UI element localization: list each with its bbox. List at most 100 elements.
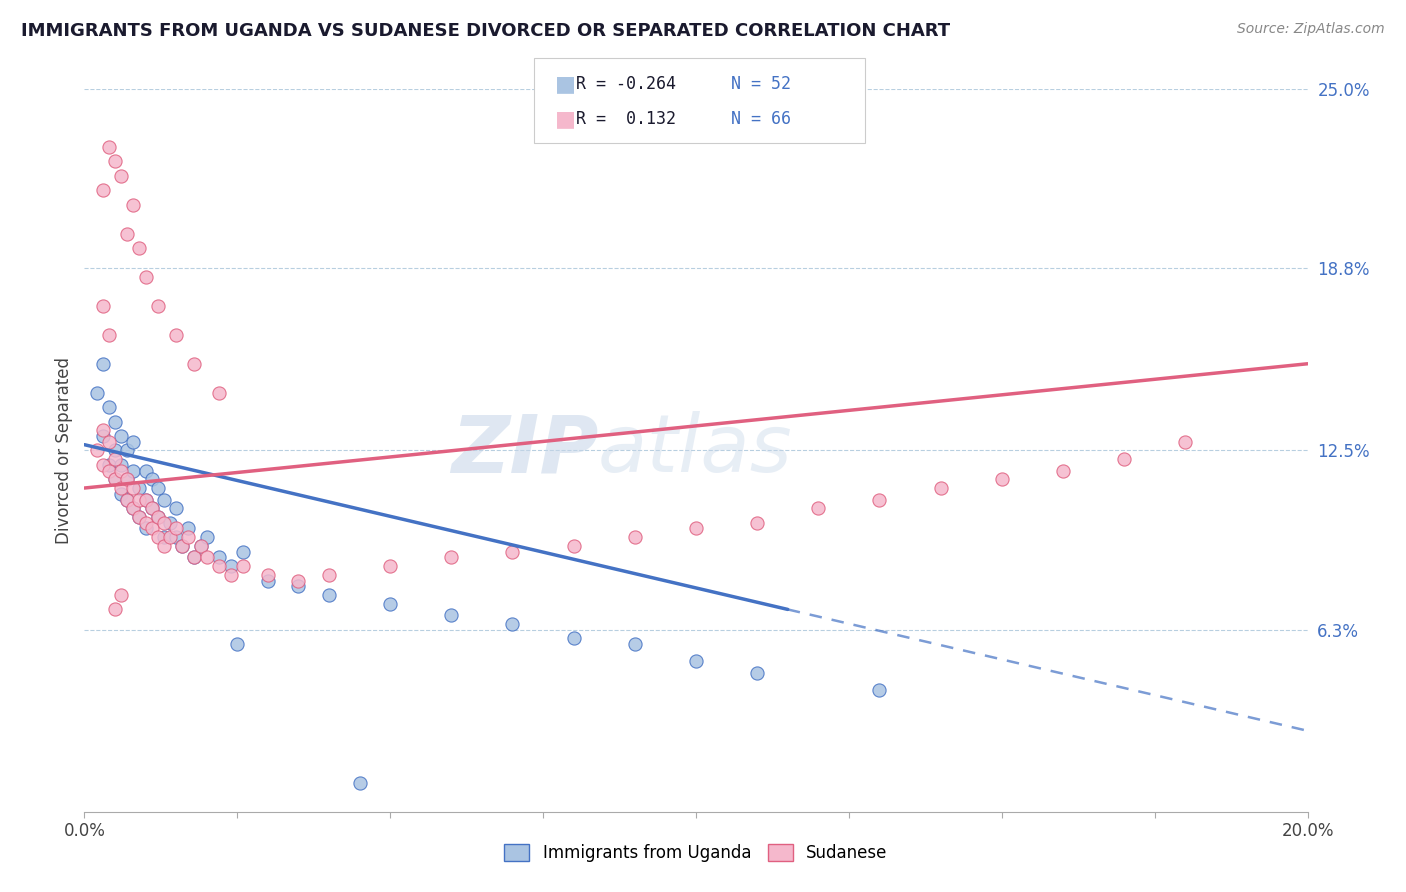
Point — [195, 550, 218, 565]
Point — [807, 501, 830, 516]
Point — [624, 530, 647, 544]
Point — [91, 357, 114, 371]
Point — [135, 464, 157, 478]
Y-axis label: Divorced or Separated: Divorced or Separated — [55, 357, 73, 544]
Point — [135, 516, 157, 530]
Point — [122, 464, 145, 478]
Point — [190, 539, 212, 553]
Point — [104, 443, 127, 458]
Point — [141, 472, 163, 486]
Point — [287, 574, 309, 588]
Point — [165, 521, 187, 535]
Point — [115, 472, 138, 486]
Text: N = 66: N = 66 — [731, 111, 792, 128]
Point — [869, 492, 891, 507]
Point — [86, 385, 108, 400]
Point — [115, 227, 138, 241]
Point — [122, 501, 145, 516]
Point — [146, 530, 169, 544]
Point — [172, 539, 194, 553]
Point — [115, 492, 138, 507]
Text: N = 52: N = 52 — [731, 75, 792, 93]
Point — [380, 559, 402, 574]
Point — [110, 481, 132, 495]
Point — [141, 521, 163, 535]
Point — [208, 385, 231, 400]
Point — [195, 530, 218, 544]
Point — [128, 510, 150, 524]
Point — [91, 429, 114, 443]
Point — [562, 632, 585, 646]
Point — [183, 550, 205, 565]
Point — [257, 567, 280, 582]
Point — [1052, 464, 1074, 478]
Text: R = -0.264: R = -0.264 — [576, 75, 676, 93]
Point — [104, 472, 127, 486]
Point — [685, 655, 707, 669]
Point — [146, 510, 169, 524]
Point — [685, 521, 707, 535]
Point — [104, 602, 127, 616]
Point — [929, 481, 952, 495]
Point — [110, 169, 132, 183]
Point — [104, 452, 127, 467]
Point — [502, 616, 524, 631]
Point — [122, 481, 145, 495]
Point — [747, 516, 769, 530]
Point — [135, 521, 157, 535]
Point — [153, 492, 176, 507]
Point — [165, 530, 187, 544]
Point — [115, 443, 138, 458]
Point — [135, 492, 157, 507]
Point — [104, 415, 127, 429]
Text: ■: ■ — [555, 110, 576, 129]
Point — [1114, 452, 1136, 467]
Point — [97, 434, 120, 449]
Point — [165, 327, 187, 342]
Point — [141, 501, 163, 516]
Point — [110, 458, 132, 472]
Point — [177, 530, 200, 544]
Point — [232, 559, 254, 574]
Text: Source: ZipAtlas.com: Source: ZipAtlas.com — [1237, 22, 1385, 37]
Point — [208, 559, 231, 574]
Point — [146, 510, 169, 524]
Point — [146, 299, 169, 313]
Point — [146, 481, 169, 495]
Point — [110, 588, 132, 602]
Point — [97, 140, 120, 154]
Point — [128, 492, 150, 507]
Point — [86, 443, 108, 458]
Point — [128, 481, 150, 495]
Point — [562, 539, 585, 553]
Point — [183, 550, 205, 565]
Point — [183, 357, 205, 371]
Point — [128, 241, 150, 255]
Point — [122, 434, 145, 449]
Point — [165, 501, 187, 516]
Point — [747, 665, 769, 680]
Point — [97, 400, 120, 414]
Text: IMMIGRANTS FROM UGANDA VS SUDANESE DIVORCED OR SEPARATED CORRELATION CHART: IMMIGRANTS FROM UGANDA VS SUDANESE DIVOR… — [21, 22, 950, 40]
Point — [104, 472, 127, 486]
Point — [502, 544, 524, 558]
Point — [190, 539, 212, 553]
Point — [153, 516, 176, 530]
Point — [91, 183, 114, 197]
Text: atlas: atlas — [598, 411, 793, 490]
Point — [1174, 434, 1197, 449]
Point — [219, 567, 242, 582]
Point — [110, 464, 132, 478]
Point — [232, 544, 254, 558]
Point — [177, 521, 200, 535]
Point — [440, 550, 463, 565]
Point — [219, 559, 242, 574]
Point — [104, 154, 127, 169]
Point — [991, 472, 1014, 486]
Point — [128, 510, 150, 524]
Point — [97, 464, 120, 478]
Point — [624, 637, 647, 651]
Point — [226, 637, 249, 651]
Point — [122, 501, 145, 516]
Point — [440, 608, 463, 623]
